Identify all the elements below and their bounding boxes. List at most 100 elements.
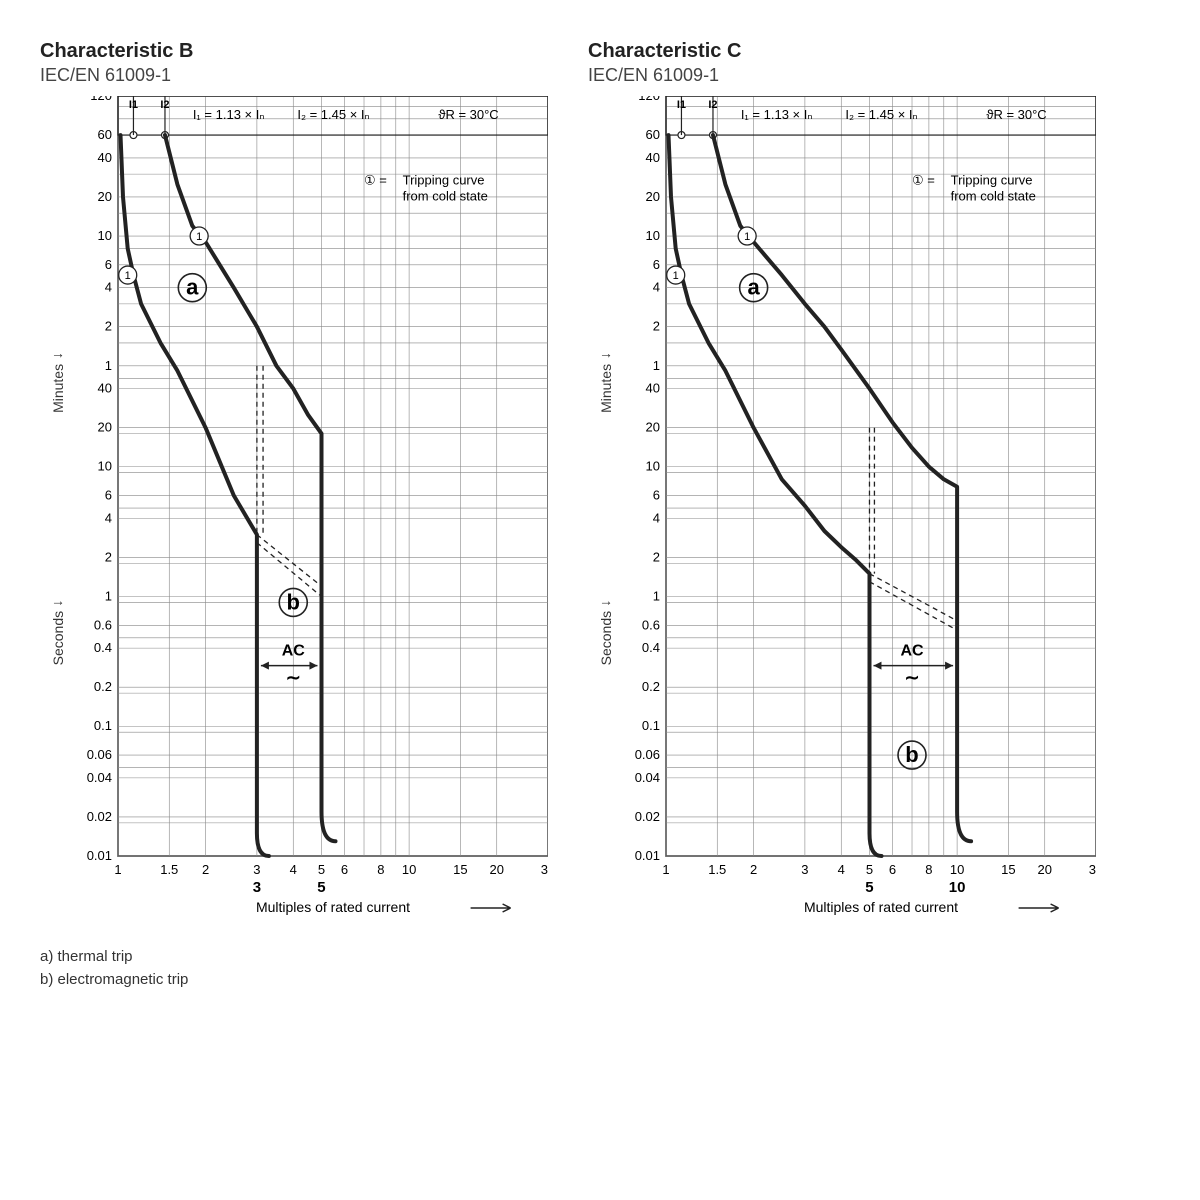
svg-text:1: 1 bbox=[673, 270, 679, 282]
y-label-seconds: Seconds → bbox=[44, 593, 66, 665]
svg-text:60: 60 bbox=[98, 127, 112, 142]
svg-text:20: 20 bbox=[646, 189, 660, 204]
svg-text:8: 8 bbox=[377, 862, 384, 877]
svg-text:5: 5 bbox=[865, 879, 873, 896]
svg-text:Multiples of rated current: Multiples of rated current bbox=[256, 899, 410, 915]
svg-text:10: 10 bbox=[949, 879, 966, 896]
svg-text:0.6: 0.6 bbox=[642, 617, 660, 632]
svg-text:3: 3 bbox=[253, 862, 260, 877]
y-label-minutes: Minutes → bbox=[592, 346, 614, 413]
svg-text:5: 5 bbox=[866, 862, 873, 877]
svg-text:b: b bbox=[905, 742, 918, 767]
svg-text:30: 30 bbox=[541, 862, 548, 877]
svg-text:6: 6 bbox=[653, 488, 660, 503]
chart-subtitle: IEC/EN 61009-1 bbox=[588, 65, 1096, 86]
svg-text:2: 2 bbox=[202, 862, 209, 877]
svg-text:4: 4 bbox=[290, 862, 297, 877]
svg-text:40: 40 bbox=[646, 381, 660, 396]
svg-text:I₁ = 1.13 × Iₙ: I₁ = 1.13 × Iₙ bbox=[193, 107, 265, 122]
svg-text:1: 1 bbox=[653, 358, 660, 373]
svg-text:I₂ = 1.45 × Iₙ: I₂ = 1.45 × Iₙ bbox=[297, 107, 369, 122]
svg-text:10: 10 bbox=[98, 228, 112, 243]
svg-text:0.04: 0.04 bbox=[635, 770, 660, 785]
svg-text:6: 6 bbox=[105, 257, 112, 272]
svg-text:20: 20 bbox=[98, 420, 112, 435]
y-label-seconds: Seconds → bbox=[592, 593, 614, 665]
svg-text:0.2: 0.2 bbox=[94, 679, 112, 694]
chart-B: Characteristic BIEC/EN 61009-1Minutes →S… bbox=[40, 40, 548, 916]
svg-text:4: 4 bbox=[838, 862, 845, 877]
y-axis-labels: Minutes → Seconds → bbox=[588, 96, 618, 916]
svg-text:1: 1 bbox=[196, 231, 202, 243]
svg-text:∼: ∼ bbox=[286, 668, 301, 688]
svg-text:5: 5 bbox=[317, 879, 325, 896]
svg-text:I2: I2 bbox=[708, 99, 717, 111]
svg-text:0.06: 0.06 bbox=[635, 747, 660, 762]
svg-text:0.06: 0.06 bbox=[87, 747, 112, 762]
svg-text:6: 6 bbox=[889, 862, 896, 877]
svg-text:0.1: 0.1 bbox=[94, 718, 112, 733]
svg-text:0.04: 0.04 bbox=[87, 770, 112, 785]
svg-text:40: 40 bbox=[646, 150, 660, 165]
svg-text:10: 10 bbox=[98, 459, 112, 474]
svg-text:I1: I1 bbox=[677, 99, 686, 111]
svg-text:0.1: 0.1 bbox=[642, 718, 660, 733]
footer-b: b) electromagnetic trip bbox=[40, 969, 1160, 992]
svg-text:I2: I2 bbox=[160, 99, 169, 111]
svg-text:4: 4 bbox=[653, 280, 660, 295]
svg-text:8: 8 bbox=[925, 862, 932, 877]
svg-text:2: 2 bbox=[653, 549, 660, 564]
y-label-minutes: Minutes → bbox=[44, 346, 66, 413]
svg-text:1: 1 bbox=[105, 588, 112, 603]
svg-text:0.01: 0.01 bbox=[635, 848, 660, 863]
svg-text:3: 3 bbox=[801, 862, 808, 877]
svg-text:a: a bbox=[186, 275, 199, 300]
svg-text:AC: AC bbox=[900, 643, 924, 660]
svg-text:0.02: 0.02 bbox=[635, 809, 660, 824]
svg-text:20: 20 bbox=[490, 862, 504, 877]
svg-text:6: 6 bbox=[105, 488, 112, 503]
svg-text:30: 30 bbox=[1089, 862, 1096, 877]
svg-text:1.5: 1.5 bbox=[708, 862, 726, 877]
plot-outer: I1I2I₁ = 1.13 × IₙI₂ = 1.45 × IₙϑR = 30°… bbox=[70, 96, 548, 916]
plot-svg: I1I2I₁ = 1.13 × IₙI₂ = 1.45 × IₙϑR = 30°… bbox=[618, 96, 1096, 916]
svg-text:from cold state: from cold state bbox=[403, 188, 488, 203]
svg-text:40: 40 bbox=[98, 381, 112, 396]
svg-text:1: 1 bbox=[125, 270, 131, 282]
svg-text:ϑR = 30°C: ϑR = 30°C bbox=[438, 107, 498, 122]
svg-text:0.6: 0.6 bbox=[94, 617, 112, 632]
svg-text:20: 20 bbox=[1038, 862, 1052, 877]
chart-wrap: Minutes →Seconds →I1I2I₁ = 1.13 × IₙI₂ =… bbox=[588, 96, 1096, 916]
svg-text:1: 1 bbox=[105, 358, 112, 373]
svg-text:1.5: 1.5 bbox=[160, 862, 178, 877]
svg-text:0.02: 0.02 bbox=[87, 809, 112, 824]
svg-text:Tripping curve: Tripping curve bbox=[403, 172, 485, 187]
svg-text:Tripping curve: Tripping curve bbox=[951, 172, 1033, 187]
svg-text:15: 15 bbox=[453, 862, 467, 877]
svg-text:1: 1 bbox=[114, 862, 121, 877]
svg-text:6: 6 bbox=[653, 257, 660, 272]
svg-text:6: 6 bbox=[341, 862, 348, 877]
svg-text:b: b bbox=[287, 589, 300, 614]
svg-text:2: 2 bbox=[653, 319, 660, 334]
footer-legend: a) thermal trip b) electromagnetic trip bbox=[40, 946, 1160, 991]
svg-text:10: 10 bbox=[402, 862, 416, 877]
svg-text:0.4: 0.4 bbox=[642, 640, 660, 655]
svg-text:10: 10 bbox=[950, 862, 964, 877]
svg-text:1: 1 bbox=[744, 231, 750, 243]
plot-outer: I1I2I₁ = 1.13 × IₙI₂ = 1.45 × IₙϑR = 30°… bbox=[618, 96, 1096, 916]
svg-text:120: 120 bbox=[638, 96, 660, 103]
chart-C: Characteristic CIEC/EN 61009-1Minutes →S… bbox=[588, 40, 1096, 916]
svg-text:40: 40 bbox=[98, 150, 112, 165]
svg-text:0.2: 0.2 bbox=[642, 679, 660, 694]
chart-title: Characteristic B bbox=[40, 40, 548, 63]
svg-text:∼: ∼ bbox=[904, 668, 919, 688]
svg-text:① =: ① = bbox=[912, 172, 935, 187]
svg-text:4: 4 bbox=[105, 280, 112, 295]
svg-text:AC: AC bbox=[282, 643, 306, 660]
svg-text:15: 15 bbox=[1001, 862, 1015, 877]
svg-text:10: 10 bbox=[646, 459, 660, 474]
svg-text:1: 1 bbox=[653, 588, 660, 603]
svg-text:2: 2 bbox=[750, 862, 757, 877]
charts-row: Characteristic B IEC/EN 61009-1 Minutes → S… bbox=[40, 40, 1160, 916]
